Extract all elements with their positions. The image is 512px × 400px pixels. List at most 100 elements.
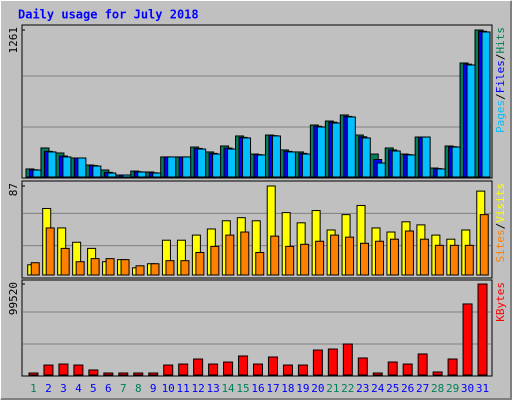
x-tick-label: 20 (311, 382, 324, 395)
x-tick-label: 27 (416, 382, 429, 395)
bar (327, 348, 338, 376)
bar (312, 349, 323, 376)
bar (103, 372, 114, 376)
legend-entry: KBytes (494, 282, 507, 322)
bar (90, 258, 100, 276)
bar (432, 371, 443, 376)
bar (436, 168, 446, 178)
bar (137, 171, 147, 178)
bar (28, 372, 39, 376)
bar (300, 243, 310, 276)
bar (167, 156, 177, 178)
bar (62, 156, 72, 178)
bar (301, 153, 311, 178)
bar (257, 154, 266, 178)
x-tick-label: 18 (281, 382, 294, 395)
bar (479, 214, 489, 276)
legend-separator: / (494, 223, 507, 230)
bar (73, 364, 84, 376)
legend: Sites/Visits (494, 183, 507, 263)
bar (466, 64, 476, 178)
bar (285, 245, 295, 276)
bar (297, 364, 308, 376)
bar (178, 363, 189, 376)
bar (282, 364, 293, 376)
legend-entry: Visits (494, 183, 507, 223)
bar (197, 148, 207, 178)
bar (449, 244, 459, 276)
y-tick-label: 1261 (7, 27, 20, 54)
bar (451, 146, 461, 178)
x-tick-label: 7 (120, 382, 127, 395)
bar (58, 363, 69, 376)
bar (360, 242, 370, 276)
bar (195, 251, 205, 276)
x-tick-label: 19 (296, 382, 309, 395)
plot-area (21, 24, 493, 179)
bar (43, 364, 54, 376)
bar (402, 363, 413, 376)
bar (331, 122, 341, 178)
bar (92, 165, 102, 178)
x-tick-label: 13 (206, 382, 219, 395)
bar (270, 235, 280, 276)
bar (182, 156, 192, 178)
x-tick-label: 5 (90, 382, 97, 395)
bar (118, 372, 129, 376)
bar (361, 137, 371, 178)
legend-separator: / (494, 93, 507, 100)
bar (210, 245, 220, 276)
x-tick-label: 21 (326, 382, 339, 395)
bar (253, 363, 263, 376)
bar (315, 240, 325, 276)
bar (30, 262, 40, 276)
bar (152, 172, 162, 178)
bar (481, 31, 491, 178)
x-tick-label: 30 (461, 382, 474, 395)
x-tick-label: 9 (150, 382, 157, 395)
bar (60, 247, 70, 276)
x-tick-label: 31 (476, 382, 489, 395)
bar (462, 303, 473, 376)
bar (342, 343, 353, 376)
x-tick-label: 2 (45, 382, 52, 395)
bar (330, 234, 340, 276)
bar (225, 234, 235, 276)
bar (255, 251, 265, 276)
bar (227, 148, 237, 178)
x-tick-label: 12 (192, 382, 205, 395)
bar (45, 227, 55, 276)
bar (193, 358, 204, 376)
bar (316, 126, 326, 178)
bar (165, 260, 175, 276)
bar (434, 244, 444, 276)
bar (464, 244, 474, 276)
bar (180, 260, 190, 276)
chart-title: Daily usage for July 2018 (18, 8, 199, 22)
x-tick-label: 26 (401, 382, 414, 395)
bar (376, 162, 386, 178)
bar (345, 236, 355, 276)
bar (406, 154, 416, 178)
bar (421, 136, 431, 178)
bar (47, 151, 57, 178)
legend-separator: / (494, 54, 507, 61)
x-tick-label: 10 (162, 382, 175, 395)
bar (242, 137, 252, 178)
bar (120, 259, 130, 276)
x-tick-label: 11 (177, 382, 190, 395)
bar (238, 355, 249, 376)
bar (208, 363, 219, 376)
x-tick-label: 29 (446, 382, 459, 395)
bar (107, 172, 117, 178)
bar (75, 261, 85, 276)
bar (88, 369, 99, 376)
x-tick-label: 6 (105, 382, 112, 395)
bar (32, 169, 42, 178)
bar (77, 157, 87, 178)
x-tick-label: 8 (135, 382, 142, 395)
x-tick-label: 14 (221, 382, 235, 395)
bar (391, 150, 401, 178)
x-tick-label: 1 (30, 382, 37, 395)
